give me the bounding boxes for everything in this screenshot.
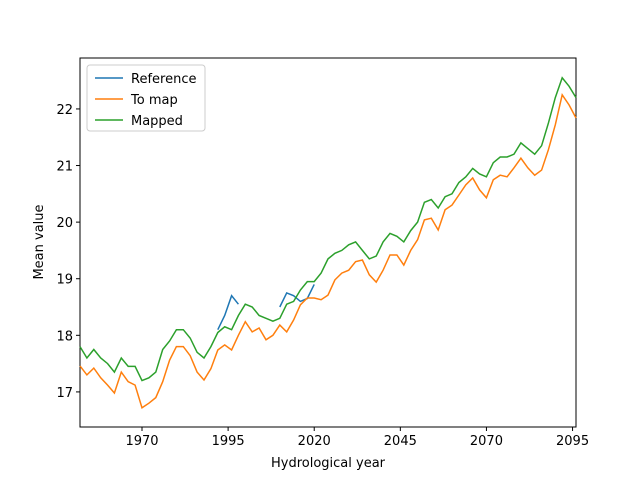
y-tick-label: 20 (56, 216, 73, 231)
y-axis-label: Mean value (32, 204, 47, 279)
series-line (217, 284, 315, 331)
y-tick-label: 18 (56, 329, 73, 344)
legend-box (86, 64, 206, 132)
y-tick-label: 22 (56, 103, 73, 118)
x-tick-label: 1995 (212, 434, 245, 449)
legend-label: Reference (131, 72, 196, 87)
legend-label: To map (130, 93, 178, 108)
x-tick-label: 2095 (556, 434, 589, 449)
series-line (79, 92, 577, 409)
x-tick-label: 1970 (125, 434, 158, 449)
y-tick-label: 21 (56, 160, 73, 175)
x-tick-label: 2020 (298, 434, 331, 449)
plot-frame (79, 57, 577, 428)
y-tick-label: 17 (56, 386, 73, 401)
series-line (79, 76, 577, 382)
x-tick-label: 2045 (384, 434, 417, 449)
x-tick-label: 2070 (470, 434, 503, 449)
legend-label: Mapped (131, 114, 183, 129)
y-tick-label: 19 (56, 273, 73, 288)
x-axis-label: Hydrological year (271, 456, 386, 471)
